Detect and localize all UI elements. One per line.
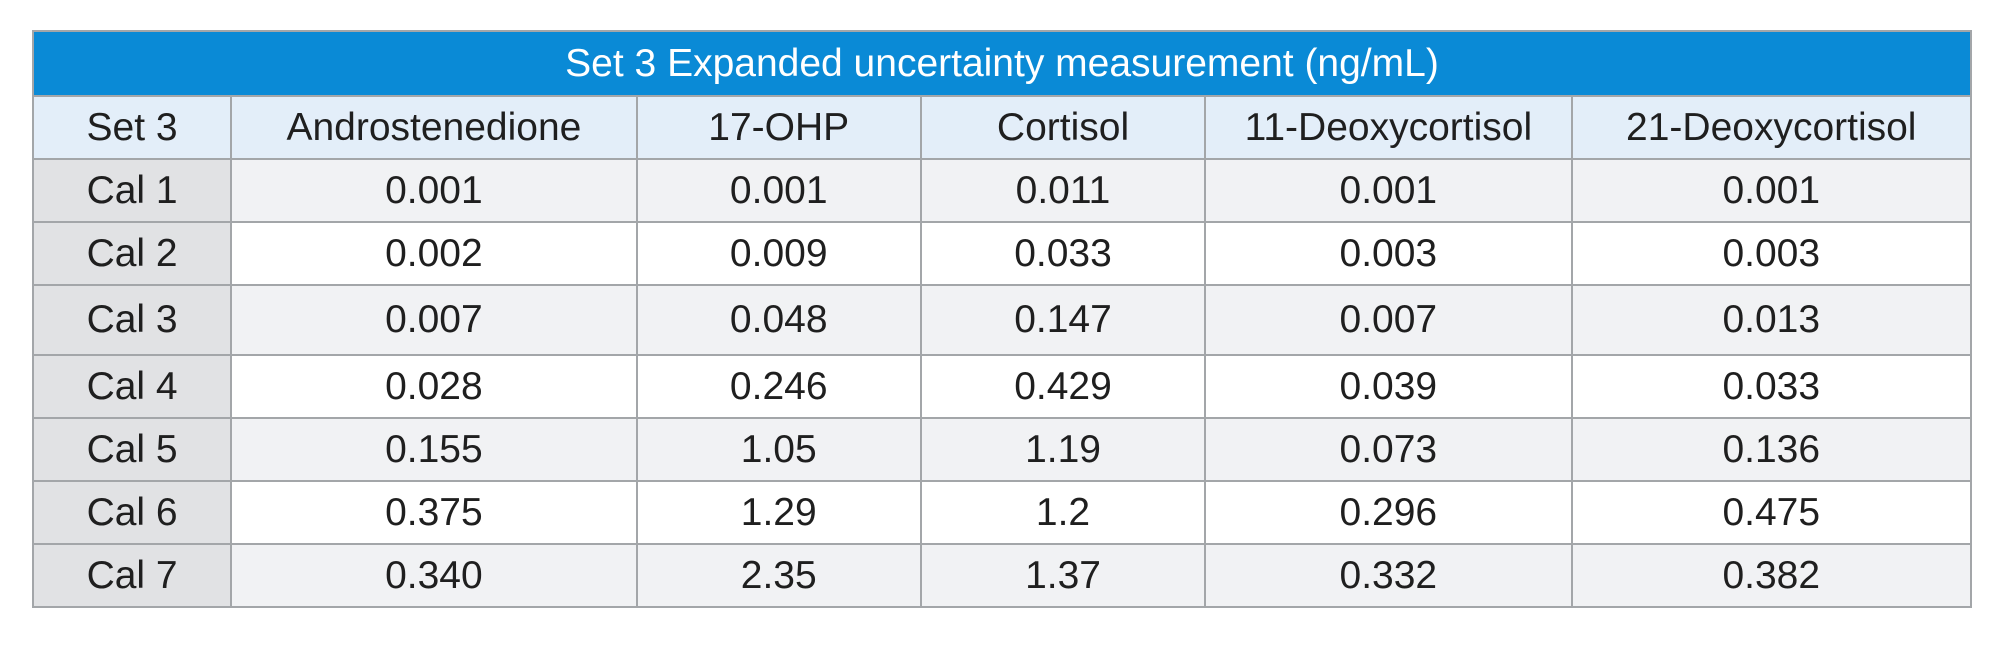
table-cell: 0.475 <box>1570 480 1973 545</box>
table-cell: 0.011 <box>919 158 1207 223</box>
uncertainty-table: Set 3 Expanded uncertainty measurement (… <box>31 30 1973 608</box>
table-cell: 0.033 <box>919 221 1207 286</box>
table-cell: 0.001 <box>1204 158 1573 223</box>
table-row: Cal 6 0.375 1.29 1.2 0.296 0.475 <box>31 480 1973 545</box>
table-cell: 0.136 <box>1570 417 1973 482</box>
table-cell: 0.007 <box>230 284 638 356</box>
table-cell: 0.002 <box>230 221 638 286</box>
table-cell: 0.340 <box>230 543 638 608</box>
table-row: Cal 2 0.002 0.009 0.033 0.003 0.003 <box>31 221 1973 286</box>
table-cell: 0.033 <box>1570 354 1973 419</box>
table-cell: 1.29 <box>635 480 922 545</box>
table-cell: 0.013 <box>1570 284 1973 356</box>
column-header-17-ohp: 17-OHP <box>635 95 922 160</box>
table-cell: 0.028 <box>230 354 638 419</box>
table-cell: 0.073 <box>1204 417 1573 482</box>
table-cell: 0.429 <box>919 354 1207 419</box>
column-header-11-deoxycortisol: 11-Deoxycortisol <box>1204 95 1573 160</box>
title-row: Set 3 Expanded uncertainty measurement (… <box>32 30 1972 97</box>
table-cell: 0.001 <box>230 158 638 223</box>
column-header-set: Set 3 <box>31 95 233 160</box>
table-cell: 0.003 <box>1570 221 1973 286</box>
table-cell: 0.001 <box>635 158 922 223</box>
table-title: Set 3 Expanded uncertainty measurement (… <box>32 30 1972 97</box>
table-cell: 0.296 <box>1204 480 1573 545</box>
table-cell: 0.332 <box>1204 543 1573 608</box>
row-label: Cal 3 <box>31 284 233 356</box>
column-header-androstenedione: Androstenedione <box>230 95 638 160</box>
table-cell: 0.147 <box>919 284 1207 356</box>
table-cell: 0.246 <box>635 354 922 419</box>
table-cell: 0.009 <box>635 221 922 286</box>
table-cell: 1.37 <box>919 543 1207 608</box>
column-header-21-deoxycortisol: 21-Deoxycortisol <box>1570 95 1973 160</box>
column-header-cortisol: Cortisol <box>919 95 1207 160</box>
table-cell: 0.003 <box>1204 221 1573 286</box>
row-label: Cal 1 <box>31 158 233 223</box>
table-cell: 0.382 <box>1570 543 1973 608</box>
table-cell: 2.35 <box>635 543 922 608</box>
table-cell: 0.007 <box>1204 284 1573 356</box>
table-row: Cal 5 0.155 1.05 1.19 0.073 0.136 <box>31 417 1973 482</box>
table-cell: 0.048 <box>635 284 922 356</box>
row-label: Cal 6 <box>31 480 233 545</box>
table-cell: 0.001 <box>1570 158 1973 223</box>
row-label: Cal 5 <box>31 417 233 482</box>
table-row: Cal 4 0.028 0.246 0.429 0.039 0.033 <box>31 354 1973 419</box>
table-cell: 1.05 <box>635 417 922 482</box>
table-row: Cal 7 0.340 2.35 1.37 0.332 0.382 <box>31 543 1973 608</box>
table-row: Cal 3 0.007 0.048 0.147 0.007 0.013 <box>31 284 1973 356</box>
row-label: Cal 7 <box>31 543 233 608</box>
table-cell: 0.039 <box>1204 354 1573 419</box>
row-label: Cal 4 <box>31 354 233 419</box>
table-row: Cal 1 0.001 0.001 0.011 0.001 0.001 <box>31 158 1973 223</box>
row-label: Cal 2 <box>31 221 233 286</box>
header-row: Set 3 Androstenedione 17-OHP Cortisol 11… <box>31 95 1973 160</box>
table-cell: 1.2 <box>919 480 1207 545</box>
table-cell: 1.19 <box>919 417 1207 482</box>
table-cell: 0.155 <box>230 417 638 482</box>
table-cell: 0.375 <box>230 480 638 545</box>
